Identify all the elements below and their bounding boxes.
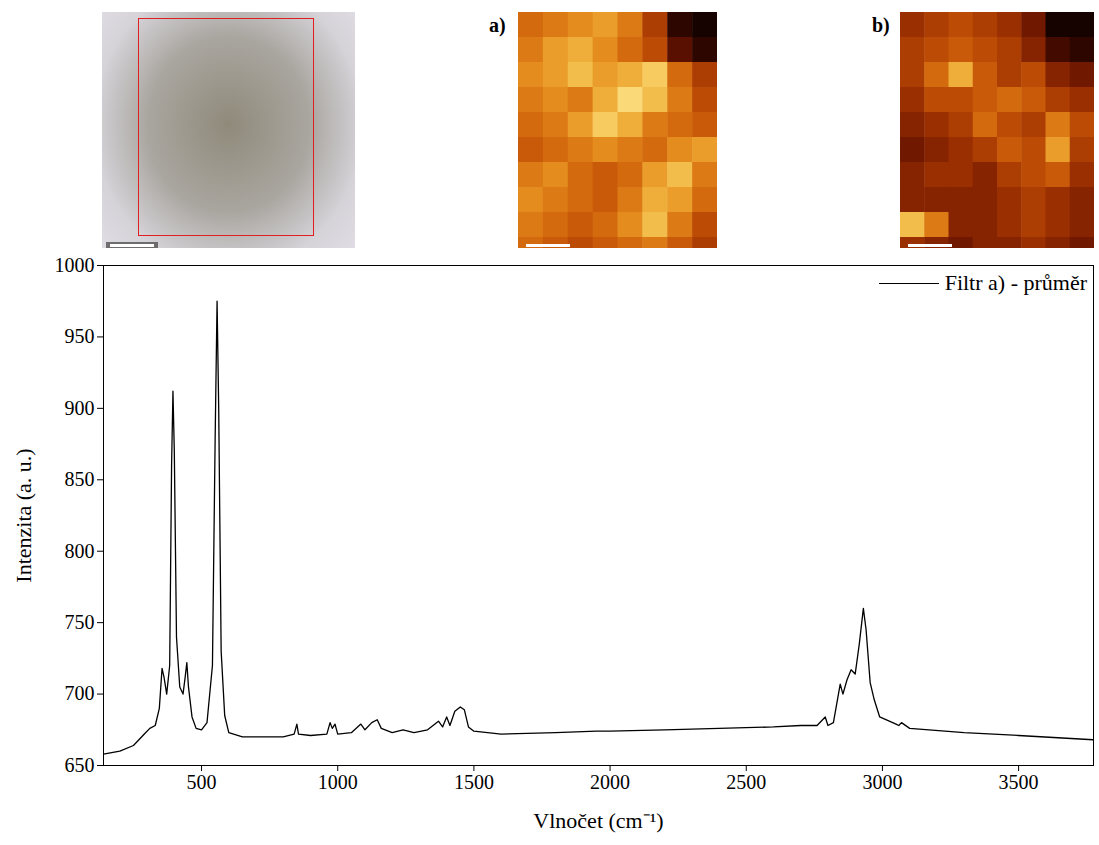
html-text:a): a) xyxy=(489,14,506,36)
svg-text:950: 950 xyxy=(65,325,95,347)
svg-text:2000: 2000 xyxy=(590,771,630,793)
html-text:4 µm: 4 µm xyxy=(908,247,931,258)
svg-text:700: 700 xyxy=(65,682,95,704)
html-text:4 µm: 4 µm xyxy=(526,247,549,258)
svg-text:750: 750 xyxy=(65,611,95,633)
svg-text:800: 800 xyxy=(65,540,95,562)
svg-text:1000: 1000 xyxy=(55,254,95,276)
svg-text:2500: 2500 xyxy=(726,771,766,793)
html-text:b): b) xyxy=(872,14,890,36)
svg-text:850: 850 xyxy=(65,468,95,490)
svg-text:Vlnočet (cm⁻¹): Vlnočet (cm⁻¹) xyxy=(533,808,663,833)
svg-text:900: 900 xyxy=(65,397,95,419)
svg-text:650: 650 xyxy=(65,754,95,776)
html-text:5 µm: 5 µm xyxy=(110,247,133,258)
svg-text:3500: 3500 xyxy=(999,771,1039,793)
svg-text:Intenzita (a. u.): Intenzita (a. u.) xyxy=(11,448,36,582)
html-text:Filtr a) - průměr: Filtr a) - průměr xyxy=(944,270,1087,295)
svg-text:1500: 1500 xyxy=(454,771,494,793)
svg-text:3000: 3000 xyxy=(862,771,902,793)
svg-text:500: 500 xyxy=(187,771,217,793)
svg-text:1000: 1000 xyxy=(318,771,358,793)
